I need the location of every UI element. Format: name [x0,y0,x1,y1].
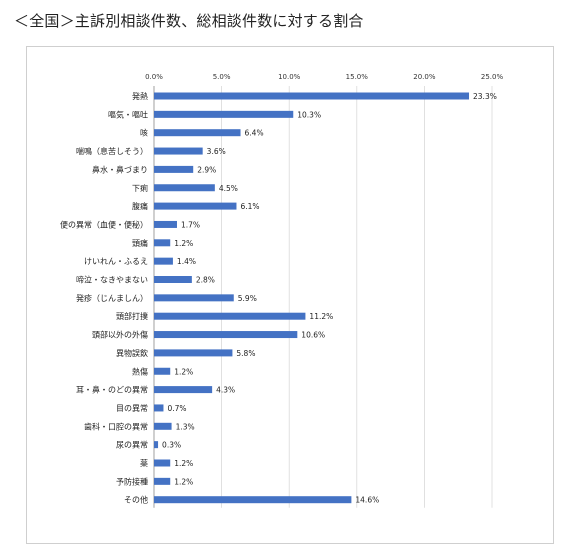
bar [154,147,203,155]
tick-label: 20.0% [413,73,436,81]
bar [154,331,298,339]
bar [154,165,194,173]
category-label: 耳・鼻・のどの異常 [76,385,148,395]
value-labels: 23.3% 10.3% 6.4% 3.6% 2.9% 4.5%6.1% 1.7% 1.2% 1.… [162,92,497,505]
bar [154,349,233,357]
x-axis-ticks: 0.0% 5.0% 10.0% 15.0% 20.0% 25.0% [145,73,503,81]
bar [154,386,213,394]
category-label: けいれん・ふるえ [84,257,148,266]
value-label: 0.7% [167,404,186,413]
category-label: 予防接種 [116,476,148,486]
page-title: ＜全国＞主訴別相談件数、総相談件数に対する割合 [14,12,364,30]
bar [154,422,172,430]
value-label: 10.3% [297,110,321,119]
bar [154,441,159,449]
bar [154,477,171,485]
bar [154,110,294,118]
category-label: その他 [124,495,148,505]
bar [154,184,215,192]
value-label: 11.2% [309,312,333,321]
bar [154,239,171,247]
value-label: 1.2% [174,239,193,248]
value-label: 4.5% [219,184,238,193]
category-label: 咳 [140,128,148,138]
bar [154,404,164,412]
bar [154,129,241,137]
category-label: 発疹（じんましん） [76,293,148,303]
value-label: 5.9% [238,294,257,303]
category-label: 目の異常 [116,404,148,413]
tick-label: 0.0% [145,73,163,81]
bar [154,367,171,375]
value-label: 1.2% [174,477,193,486]
tick-label: 5.0% [213,73,231,81]
bar [154,276,192,283]
grid-lines [221,86,493,508]
tick-label: 25.0% [481,73,504,81]
category-label: 発熱 [132,91,148,101]
value-label: 1.2% [174,367,193,376]
bar [154,92,470,100]
category-label: 薬 [140,458,148,468]
tick-label: 10.0% [278,73,301,81]
value-label: 14.6% [355,496,379,505]
category-label: 嘔気・嘔吐 [108,109,148,119]
category-label: 便の異常（血便・便秘） [60,219,148,229]
value-label: 2.9% [197,165,216,174]
category-label: 熱傷 [132,366,148,376]
value-label: 10.6% [301,331,325,340]
bar [154,202,237,210]
category-label: 頭部打撲 [116,311,148,321]
bar [154,294,234,302]
tick-label: 15.0% [346,73,369,81]
category-label: 鼻水・鼻づまり [92,164,148,174]
value-label: 1.3% [176,422,195,431]
category-label: 啼泣・なきやまない [76,275,148,285]
value-label: 6.4% [245,129,264,138]
bar [154,312,306,320]
value-label: 5.8% [236,349,255,358]
bar [154,459,171,467]
category-label: 喘鳴（息苦しそう） [76,146,148,156]
category-label: 歯科・口腔の異常 [84,421,148,431]
category-label: 下痢 [132,183,148,193]
bars [154,92,470,504]
value-label: 1.4% [177,257,196,266]
bar [154,257,173,265]
bar [154,496,352,504]
bar [154,220,177,228]
value-label: 6.1% [240,202,259,211]
value-label: 23.3% [473,92,497,101]
value-label: 1.7% [181,220,200,229]
value-label: 3.6% [207,147,226,156]
category-label: 異物誤飲 [116,348,148,358]
value-label: 2.8% [196,276,215,285]
category-label: 尿の異常 [116,441,148,450]
chart-frame [26,46,554,544]
value-label: 1.2% [174,459,193,468]
category-label: 頭部以外の外傷 [92,330,148,340]
value-label: 4.3% [216,386,235,395]
category-label: 腹痛 [132,201,148,211]
value-label: 0.3% [162,441,181,450]
category-label: 頭痛 [132,238,148,248]
